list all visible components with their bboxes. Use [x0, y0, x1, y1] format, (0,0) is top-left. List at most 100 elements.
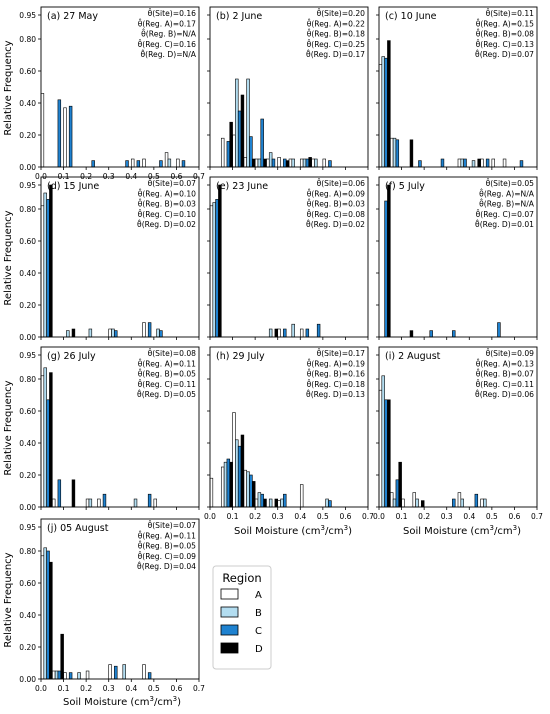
- bar-region-d: [409, 139, 414, 168]
- y-tick-label: 0.00: [19, 333, 36, 342]
- estimate-annotation: θ̂(Site)=0.11: [486, 9, 535, 18]
- estimate-annotation: θ̂(Reg. A)=0.17: [138, 19, 196, 28]
- bar-region-a: [243, 157, 247, 168]
- x-tick-label: 0.0: [204, 512, 216, 521]
- bar-region-a: [277, 500, 281, 508]
- bar-region-b: [212, 202, 216, 338]
- bar-region-d: [263, 498, 267, 508]
- x-tick-label: 0.2: [249, 512, 261, 521]
- estimate-annotation: θ̂(Reg. C)=0.10: [138, 210, 197, 219]
- x-tick-label: 0.3: [103, 172, 115, 181]
- y-axis-label-row4: Relative Frequency: [3, 552, 14, 647]
- legend-label-d: D: [255, 644, 263, 655]
- bar-region-d: [252, 158, 256, 168]
- bar-region-d: [71, 479, 76, 508]
- panel-e: (e) 23 June θ̂(Site)=0.06θ̂(Reg. A)=0.09θ…: [207, 176, 369, 340]
- x-tick-label: 0.2: [80, 172, 92, 181]
- bar-region-c: [497, 322, 501, 338]
- estimate-annotation: θ̂(Reg. D)=N/A: [141, 50, 197, 59]
- bar-region-d: [274, 328, 279, 338]
- panel-frame: [40, 6, 200, 168]
- estimate-annotation: θ̂(Reg. C)=0.16: [138, 40, 197, 49]
- bar-region-a: [232, 412, 236, 508]
- bar-region-b: [43, 547, 47, 680]
- bar-region-c: [46, 199, 50, 338]
- y-tick-label: 0.80: [19, 547, 36, 556]
- bar-region-b: [314, 158, 318, 168]
- legend: Region A B C D: [212, 565, 272, 670]
- x-tick-label: 0.3: [272, 512, 284, 521]
- bar-region-b: [460, 158, 464, 168]
- bar-region-d: [60, 633, 64, 680]
- x-axis-label-col1: Soil Moisture (cm3/cm3): [63, 695, 181, 708]
- bar-region-c: [328, 500, 332, 508]
- bar-region-b: [280, 498, 284, 508]
- estimate-annotation: θ̂(Reg. D)=0.02: [137, 220, 196, 229]
- x-tick-label: 0.7: [193, 684, 205, 693]
- bar-region-b: [381, 56, 385, 168]
- y-tick-label: 0.80: [19, 205, 36, 214]
- bar-region-c: [418, 160, 422, 168]
- y-tick-label: 0.40: [19, 611, 36, 620]
- bar-region-b: [122, 664, 126, 680]
- x-tick-label: 0.0: [35, 172, 47, 181]
- estimate-annotation: θ̂(Reg. A)=0.15: [476, 19, 534, 28]
- bar-region-a: [51, 498, 56, 508]
- bar-region-c: [147, 322, 152, 338]
- estimate-annotation: θ̂(Reg. C)=0.11: [138, 380, 197, 389]
- bar-region-d: [387, 184, 391, 338]
- bar-region-c: [91, 160, 95, 168]
- bar-region-a: [97, 498, 101, 508]
- panel-d: 0.00 0.20 0.40 0.60 0.80 0.95 (d) 15 June θ̂(Si…: [19, 176, 200, 342]
- bar-region-a: [401, 498, 405, 508]
- panel-frame: [209, 346, 369, 508]
- bar-region-c: [463, 158, 467, 168]
- y-tick-label: 0.80: [19, 375, 36, 384]
- estimate-annotation: θ̂(Reg. C)=0.13: [476, 40, 535, 49]
- bar-region-b: [302, 158, 307, 168]
- bar-region-c: [474, 493, 479, 508]
- bar-region-c: [384, 57, 388, 168]
- bar-region-a: [299, 158, 304, 168]
- y-tick-label: 0.60: [19, 67, 36, 76]
- bar-region-c: [260, 118, 264, 168]
- panel-frame: [40, 346, 200, 508]
- bar-region-c: [485, 158, 490, 168]
- estimate-annotation: θ̂(Reg. C)=0.09: [138, 552, 197, 561]
- panel-frame: [378, 346, 538, 508]
- estimate-annotation: θ̂(Site)=0.05: [486, 179, 535, 188]
- estimate-annotation: θ̂(Site)=0.16: [148, 9, 197, 18]
- x-tick-label: 0.5: [317, 512, 329, 521]
- bar-region-a: [85, 670, 90, 680]
- bar-region-d: [49, 372, 53, 508]
- y-tick-label: 0.00: [19, 503, 36, 512]
- bar-region-c: [102, 493, 107, 508]
- x-tick-label: 0.1: [396, 512, 408, 521]
- estimate-annotation: θ̂(Reg. A)=N/A: [479, 189, 535, 198]
- bar-region-d: [409, 330, 414, 338]
- bar-region-c: [46, 399, 50, 508]
- y-tick-label: 0.00: [19, 163, 36, 172]
- estimate-annotation: θ̂(Reg. A)=0.11: [138, 531, 196, 540]
- estimate-annotation: θ̂(Reg. D)=0.02: [306, 220, 365, 229]
- bar-region-c: [328, 160, 332, 168]
- estimate-annotation: θ̂(Reg. A)=0.22: [307, 19, 365, 28]
- legend-title: Region: [222, 571, 261, 585]
- bar-region-c: [57, 479, 62, 508]
- panel-h: 0.0 0.1 0.2 0.3 0.4 0.5 0.6 0.7 (h) 29 July θ̂(Si…: [204, 346, 374, 521]
- bar-region-b: [483, 498, 487, 508]
- estimate-annotation: θ̂(Site)=0.06: [317, 179, 366, 188]
- y-tick-label: 0.95: [19, 11, 36, 20]
- panel-g: 0.00 0.20 0.40 0.60 0.80 0.95 (g) 26 July θ̂(Si…: [19, 346, 200, 512]
- x-tick-label: 0.5: [148, 684, 160, 693]
- bar-region-c: [440, 158, 445, 168]
- bar-region-b: [415, 498, 419, 508]
- x-tick-label: 0.2: [80, 684, 92, 693]
- x-tick-label: 0.7: [362, 512, 374, 521]
- panel-b: (b) 2 June θ̂(Site)=0.20θ̂(Reg. A)=0.22θ̂…: [207, 6, 369, 170]
- bar-region-a: [299, 484, 304, 508]
- panel-j: 0.00 0.20 0.40 0.60 0.80 0.95 0.0 0.1 0.2 0.3 0.4 0…: [19, 518, 205, 693]
- y-tick-label: 0.40: [19, 269, 36, 278]
- bar-region-c: [249, 136, 253, 168]
- bar-region-c: [68, 105, 73, 168]
